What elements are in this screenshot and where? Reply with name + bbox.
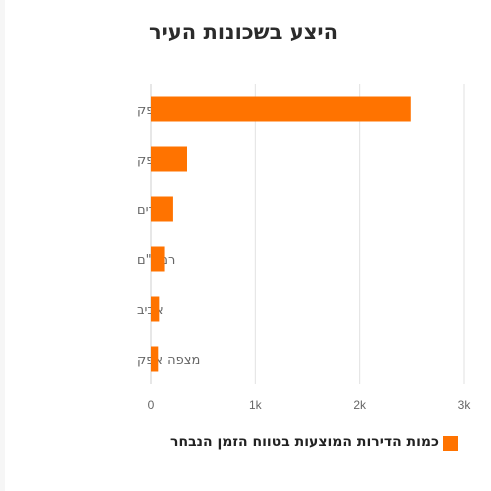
bar <box>151 246 165 272</box>
category-label: מצפה אפק <box>137 353 200 368</box>
left-edge-strip <box>0 0 5 491</box>
legend-swatch <box>443 436 458 451</box>
bar <box>151 146 187 172</box>
category-label: אביב <box>137 303 164 318</box>
chart-title: היצע בשכונות העיר <box>148 20 339 44</box>
bar <box>151 296 160 322</box>
bar <box>151 196 173 222</box>
x-tick-label: 3k <box>458 398 472 412</box>
legend-label: כמות הדירות המוצעות בטווח הזמן הנבחר <box>170 434 439 450</box>
bar <box>151 96 411 122</box>
chart-legend[interactable]: כמות הדירות המוצעות בטווח הזמן הנבחר <box>0 432 491 456</box>
bar <box>151 346 159 372</box>
x-tick-label: 0 <box>148 398 155 412</box>
x-tick-label: 2k <box>353 398 367 412</box>
x-tick-label: 1k <box>249 398 263 412</box>
